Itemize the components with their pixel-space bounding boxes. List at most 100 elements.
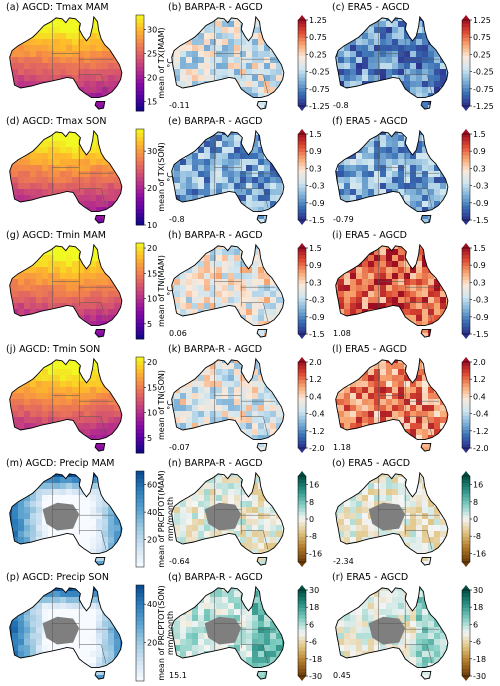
masked-region <box>42 616 80 645</box>
colorbar-segment <box>136 291 144 296</box>
state-boundary <box>100 416 107 436</box>
colorbar-segment <box>136 287 144 292</box>
colorbar-segment <box>136 539 144 544</box>
colorbar-segment <box>462 98 470 103</box>
colorbar-extend-max <box>462 129 470 134</box>
colorbar-segment <box>298 483 306 488</box>
colorbar-segment <box>136 43 144 48</box>
colorbar-tick-label: -2.0 <box>473 444 489 453</box>
colorbar: 20 15 10 5 mean of TN(MAM) °C <box>135 242 175 340</box>
colorbar-segment <box>462 169 470 174</box>
colorbar-segment <box>298 369 306 374</box>
colorbar-segment <box>462 430 470 435</box>
map <box>9 243 123 338</box>
colorbar-segment <box>298 551 306 556</box>
colorbar-tick-label: 6 <box>309 620 314 629</box>
colorbar-segment <box>136 221 144 226</box>
colorbar-segment <box>298 422 306 427</box>
colorbar-segment <box>136 173 144 178</box>
panel-title: (d) AGCD: Tmax SON <box>6 116 107 127</box>
colorbar-tick-label: 0 <box>309 515 314 524</box>
masked-region <box>204 616 242 645</box>
colorbar-segment <box>136 137 144 142</box>
colorbar-segment <box>136 381 144 386</box>
coastline <box>335 357 449 441</box>
colorbar-segment <box>462 440 470 445</box>
colorbar-segment <box>136 303 144 308</box>
colorbar-segment <box>136 499 144 504</box>
colorbar-segment <box>136 213 144 218</box>
colorbar-segment <box>298 490 306 495</box>
colorbar-tick-label: 15 <box>147 383 157 392</box>
colorbar-segment <box>298 251 306 256</box>
colorbar-tick-label: 60 <box>147 481 157 490</box>
colorbar-extend-min <box>462 676 470 681</box>
colorbar-segment <box>298 426 306 431</box>
colorbar-segment <box>298 397 306 402</box>
colorbar-tick-label: -6 <box>309 638 317 647</box>
coastline <box>256 328 268 338</box>
colorbar-segment <box>136 165 144 170</box>
colorbar-segment <box>462 151 470 156</box>
colorbar-segment <box>298 91 306 96</box>
panel-title: (r) ERA5 - AGCD <box>332 572 409 583</box>
colorbar-segment <box>298 59 306 64</box>
coastline <box>420 556 432 566</box>
panel-title: (g) AGCD: Tmin MAM <box>6 230 106 241</box>
colorbar-tick-label: -6 <box>473 638 481 647</box>
map <box>9 129 123 224</box>
colorbar-segment <box>136 559 144 564</box>
colorbar-segment <box>462 137 470 142</box>
colorbar-tick-label: 0.9 <box>473 261 486 270</box>
colorbar-segment <box>298 169 306 174</box>
colorbar-segment <box>298 533 306 538</box>
colorbar-tick-label: -1.5 <box>473 330 489 339</box>
colorbar-segment <box>136 401 144 406</box>
domain-mean-bias: 0.06 <box>169 329 187 338</box>
panel-b: (b) BARPA-R - AGCD -0.11 1.25 0.75 0.25 -0.25… <box>168 2 330 114</box>
colorbar-segment <box>136 665 144 670</box>
map <box>9 357 123 452</box>
colorbar-segment <box>298 294 306 299</box>
colorbar-tick-label: 0.4 <box>309 392 322 401</box>
colorbar-segment <box>462 501 470 506</box>
colorbar-segment <box>298 476 306 480</box>
panel-title: (k) BARPA-R - AGCD <box>168 344 263 355</box>
colorbar-segment <box>462 365 470 370</box>
colorbar-segment <box>298 173 306 178</box>
colorbar-segment <box>136 335 144 340</box>
colorbar-segment <box>136 673 144 678</box>
colorbar-segment <box>462 511 470 516</box>
colorbar-segment <box>136 107 144 112</box>
colorbar-segment <box>462 383 470 388</box>
colorbar-tick-label: 20 <box>147 244 157 253</box>
colorbar-segment <box>136 531 144 536</box>
colorbar-segment <box>136 145 144 150</box>
colorbar-segment <box>462 95 470 100</box>
colorbar-segment <box>298 30 306 35</box>
coastline <box>420 670 432 680</box>
colorbar-segment <box>298 540 306 545</box>
colorbar-extend-min <box>462 220 470 225</box>
coastline <box>335 243 449 327</box>
colorbar-segment <box>136 275 144 280</box>
colorbar-segment <box>462 490 470 495</box>
colorbar-segment <box>136 555 144 560</box>
colorbar-tick-label: -1.2 <box>309 427 325 436</box>
coastline <box>256 556 268 566</box>
coastline <box>94 100 106 110</box>
colorbar: 30 18 6 -6 -18 -30 <box>297 585 322 681</box>
colorbar-segment <box>462 636 470 641</box>
masked-region <box>368 616 406 645</box>
coastline <box>94 556 106 566</box>
colorbar-segment <box>136 507 144 512</box>
colorbar-segment <box>462 88 470 93</box>
colorbar-extend-min <box>298 106 306 111</box>
colorbar-segment <box>462 80 470 85</box>
colorbar-segment <box>462 205 470 210</box>
colorbar-segment <box>298 658 306 663</box>
colorbar-segment <box>298 187 306 192</box>
colorbar-segment <box>462 262 470 267</box>
domain-mean-bias: -2.34 <box>333 557 354 566</box>
map <box>171 471 285 566</box>
